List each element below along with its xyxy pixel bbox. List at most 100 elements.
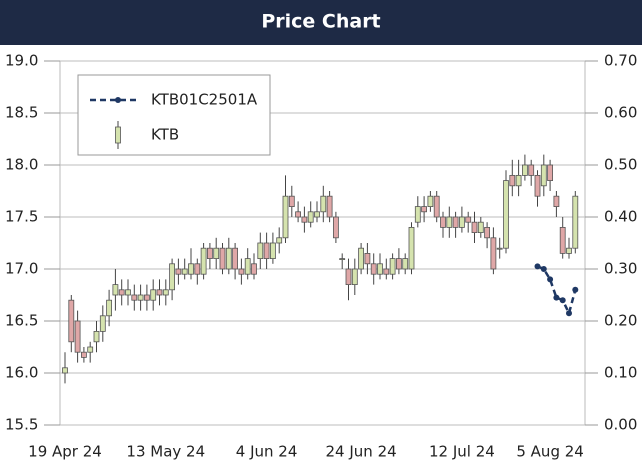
y-tick-label: 18.5 <box>5 104 38 122</box>
candle-body <box>421 206 428 213</box>
candle-body <box>339 258 346 261</box>
candle-body <box>465 216 472 223</box>
y-tick-label: 19.0 <box>5 52 38 70</box>
candle-body <box>81 351 87 358</box>
candle-body <box>276 237 283 244</box>
y2-tick-label: 0.50 <box>604 156 637 174</box>
candle-body <box>62 367 68 374</box>
candle-body <box>225 247 232 270</box>
chart-title: Price Chart <box>261 11 380 33</box>
y2-tick-label: 0.30 <box>604 260 637 278</box>
candle-body <box>496 247 503 250</box>
candle-body <box>402 258 409 270</box>
candle-body <box>427 195 434 207</box>
candle-body <box>515 174 522 187</box>
candle-body <box>458 216 465 228</box>
candle-body <box>181 268 188 275</box>
y-tick-label: 18.0 <box>5 156 38 174</box>
line-point <box>547 276 554 283</box>
candle-body <box>528 164 535 176</box>
candle-body <box>232 247 239 270</box>
line-series <box>537 265 577 317</box>
candle-body <box>118 289 125 296</box>
candle-body <box>326 195 333 218</box>
line-point <box>540 266 547 272</box>
y-tick-label: 17.0 <box>5 260 38 278</box>
candle-body <box>125 289 131 296</box>
candle-body <box>169 263 176 291</box>
legend-box <box>77 74 271 156</box>
candle-body <box>206 247 213 259</box>
candle-body <box>314 211 320 218</box>
candle-body <box>440 216 446 228</box>
candle-body <box>534 174 541 197</box>
line-point <box>566 310 572 317</box>
candle-body <box>389 258 396 275</box>
candle-body <box>131 294 138 301</box>
candle-body <box>301 216 308 223</box>
candle-body <box>74 320 81 353</box>
candle-body <box>559 226 566 254</box>
x-tick-label: 12 Jul 24 <box>429 443 495 461</box>
candle-body <box>188 263 194 275</box>
candle-body <box>238 268 245 275</box>
candle-body <box>137 294 144 301</box>
candle-body <box>332 216 339 239</box>
y2-tick-label: 0.40 <box>604 208 637 226</box>
candle-body <box>213 247 220 259</box>
candle-body <box>395 258 402 270</box>
candle-body <box>143 294 150 301</box>
x-tick-label: 5 Aug 24 <box>516 443 583 461</box>
candle-body <box>446 216 453 228</box>
candle-body <box>93 330 100 343</box>
y2-tick-label: 0.70 <box>604 52 637 70</box>
candle-body <box>452 216 459 228</box>
candle-body <box>295 211 302 218</box>
legend-candle <box>115 126 121 144</box>
candle-body <box>383 268 390 275</box>
candle-body <box>282 195 289 239</box>
candle-body <box>87 346 94 353</box>
y-tick-label: 17.5 <box>5 208 38 226</box>
candle-body <box>566 247 572 254</box>
candle-body <box>522 164 528 176</box>
y-tick-label: 15.5 <box>5 416 38 434</box>
candle-body <box>244 258 251 275</box>
candle-body <box>106 299 112 317</box>
candle-body <box>351 268 358 285</box>
header-bar <box>0 0 642 45</box>
y2-tick-label: 0.00 <box>604 416 637 434</box>
line-point <box>559 297 566 304</box>
x-tick-label: 13 May 24 <box>126 443 205 461</box>
candle-body <box>112 284 119 296</box>
legend-label: KTB <box>151 126 179 144</box>
candle-body <box>200 247 207 275</box>
candle-body <box>490 237 497 270</box>
line-point <box>534 263 541 270</box>
candle-body <box>345 268 352 285</box>
x-tick-label: 4 Jun 24 <box>236 443 298 461</box>
candle-body <box>540 164 547 187</box>
candle-body <box>377 263 383 275</box>
candle-body <box>547 164 553 181</box>
y-tick-label: 16.5 <box>5 312 38 330</box>
y2-tick-label: 0.60 <box>604 104 637 122</box>
candle-body <box>150 289 157 301</box>
line-point <box>553 294 560 301</box>
candle-body <box>477 221 484 233</box>
candle-body <box>251 263 257 275</box>
candle-body <box>320 195 327 213</box>
y2-tick-label: 0.20 <box>604 312 637 330</box>
x-tick-label: 24 Jun 24 <box>326 443 397 461</box>
candle-body <box>307 211 314 223</box>
legend-label: KTB01C2501A <box>151 91 258 109</box>
candle-body <box>471 221 478 233</box>
candle-body <box>503 180 509 249</box>
candle-body <box>257 242 264 259</box>
legend-dot <box>115 97 121 103</box>
candle-body <box>99 315 106 332</box>
candle-body <box>553 195 560 207</box>
candle-body <box>572 195 579 249</box>
candle-body <box>269 242 276 259</box>
